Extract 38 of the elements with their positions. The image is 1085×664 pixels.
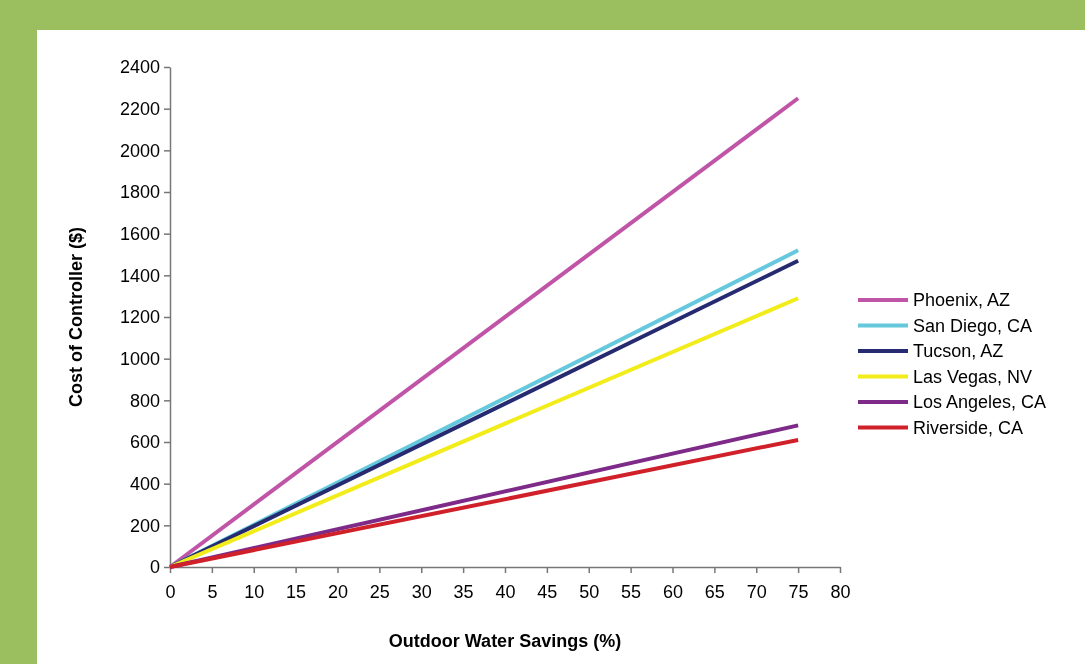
y-tick-label: 1000 — [119, 348, 160, 369]
x-tick-label: 50 — [579, 581, 600, 602]
y-tick-label: 2400 — [119, 57, 160, 78]
y-tick-label: 0 — [149, 557, 160, 578]
x-tick-label: 45 — [537, 581, 558, 602]
x-tick-label: 30 — [411, 581, 432, 602]
y-tick-label: 1200 — [119, 307, 160, 328]
x-tick-label: 60 — [662, 581, 684, 602]
x-tick-label: 70 — [746, 581, 767, 602]
legend-label: Phoenix, AZ — [913, 290, 1011, 310]
y-axis-title: Cost of Controller ($) — [66, 227, 86, 407]
legend-label: Los Angeles, CA — [913, 392, 1047, 412]
y-tick-label: 1600 — [119, 223, 160, 244]
x-tick-label: 10 — [244, 581, 265, 602]
legend-label: San Diego, CA — [913, 315, 1033, 336]
legend-label: Riverside, CA — [913, 417, 1024, 438]
legend-label: Tucson, AZ — [913, 341, 1004, 361]
x-tick-label: 65 — [704, 581, 725, 602]
x-tick-label: 0 — [165, 581, 176, 602]
x-tick-label: 75 — [788, 581, 809, 602]
x-axis-title: Outdoor Water Savings (%) — [388, 631, 622, 651]
y-tick-label: 2000 — [119, 140, 160, 161]
x-tick-label: 25 — [369, 581, 390, 602]
y-tick-label: 800 — [129, 390, 160, 411]
x-tick-label: 20 — [327, 581, 349, 602]
y-tick-label: 400 — [129, 473, 160, 494]
y-tick-label: 2200 — [119, 98, 160, 119]
x-tick-label: 80 — [830, 581, 851, 602]
x-tick-label: 40 — [495, 581, 516, 602]
x-tick-label: 55 — [621, 581, 642, 602]
x-tick-label: 5 — [207, 581, 218, 602]
y-tick-label: 600 — [129, 432, 160, 453]
y-tick-label: 1400 — [119, 265, 160, 286]
x-tick-label: 35 — [453, 581, 474, 602]
y-tick-label: 200 — [129, 515, 160, 536]
y-tick-label: 1800 — [119, 182, 160, 203]
legend-label: Las Vegas, NV — [913, 366, 1033, 387]
x-tick-label: 15 — [286, 581, 307, 602]
